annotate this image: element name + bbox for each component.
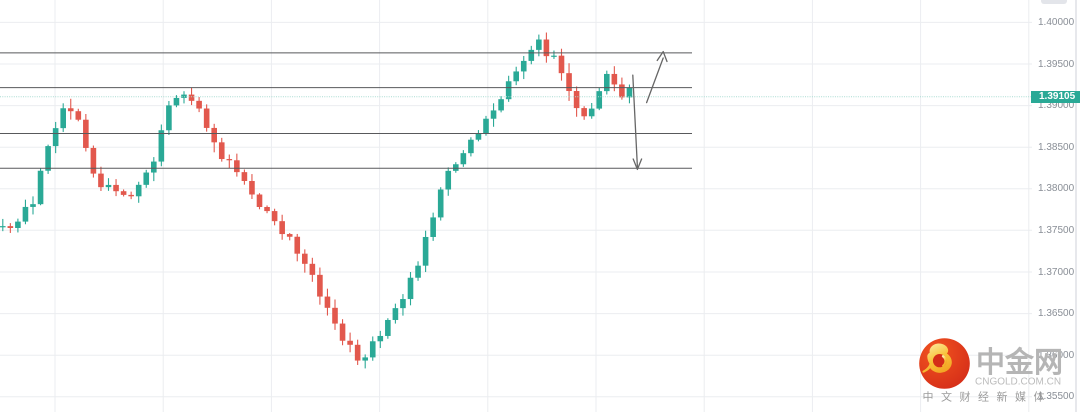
svg-text:中金网: 中金网 xyxy=(976,345,1063,379)
svg-text:CNGOLD.COM.CN: CNGOLD.COM.CN xyxy=(975,377,1061,388)
svg-text:中文财经新媒体: 中文财经新媒体 xyxy=(923,390,1053,404)
